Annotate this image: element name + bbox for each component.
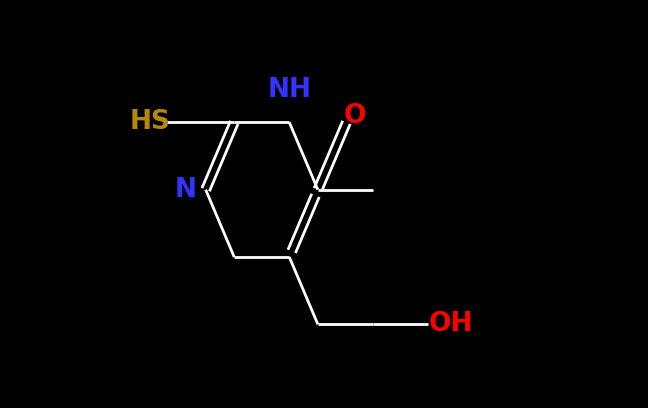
Text: OH: OH (428, 311, 473, 337)
Text: N: N (174, 177, 196, 203)
Text: NH: NH (268, 77, 311, 103)
Text: O: O (343, 103, 366, 129)
Text: HS: HS (130, 109, 171, 135)
